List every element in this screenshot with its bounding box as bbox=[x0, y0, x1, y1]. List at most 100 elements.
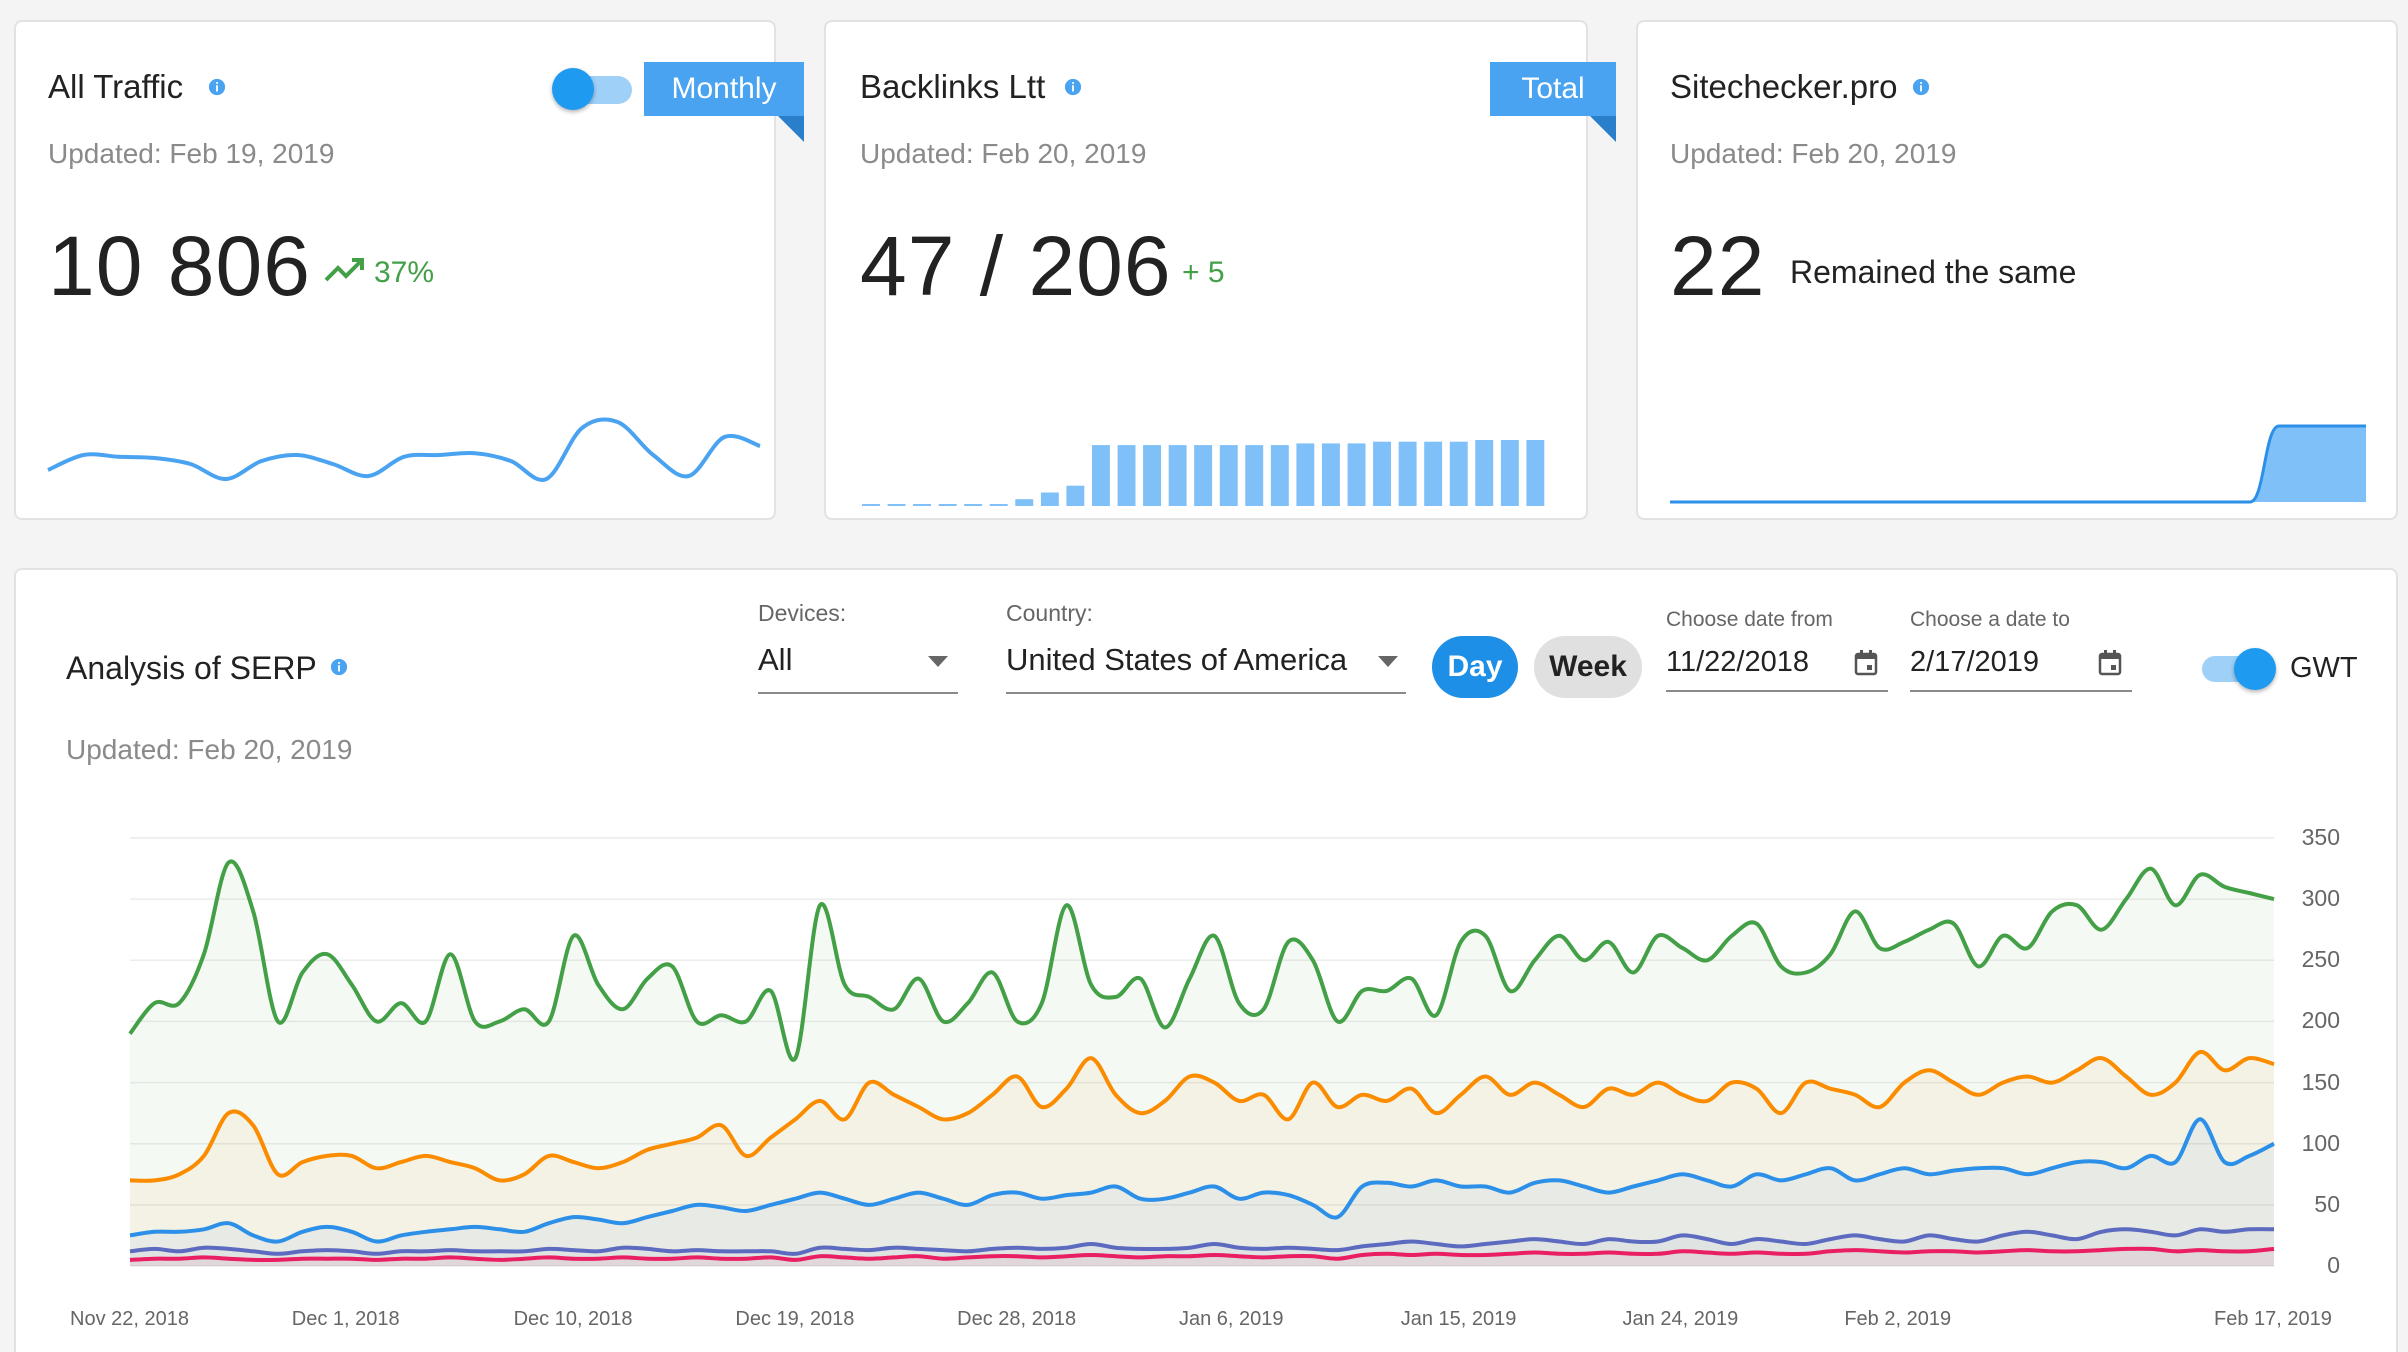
y-tick-label: 350 bbox=[2301, 824, 2340, 850]
backlink-bar bbox=[1194, 445, 1213, 506]
y-tick-label: 100 bbox=[2301, 1129, 2340, 1156]
x-tick-label: Jan 24, 2019 bbox=[1622, 1308, 1739, 1330]
x-tick-label: Dec 10, 2018 bbox=[513, 1308, 633, 1330]
card-title: Backlinks Ltt bbox=[860, 68, 1046, 105]
sitechecker-note: Remained the same bbox=[1790, 254, 2077, 290]
x-tick-label: Feb 17, 2019 bbox=[2214, 1308, 2332, 1330]
serp-panel: Analysis of SERP Updated: Feb 20, 2019 D… bbox=[14, 568, 2398, 1352]
chevron-down-icon[interactable] bbox=[928, 656, 948, 668]
y-tick-label: 300 bbox=[2301, 885, 2340, 912]
traffic-sparkline bbox=[47, 417, 761, 482]
backlink-bar bbox=[1270, 445, 1289, 506]
ribbon-monthly[interactable]: Monthly bbox=[644, 62, 804, 116]
card-title: Sitechecker.pro bbox=[1670, 68, 1898, 105]
area-line bbox=[1670, 424, 2366, 504]
backlink-bar bbox=[862, 504, 880, 506]
sparkline-series bbox=[47, 417, 761, 482]
day-button[interactable]: Day bbox=[1432, 636, 1518, 698]
backlink-bar bbox=[1424, 441, 1443, 506]
sitechecker-card: Sitechecker.pro Updated: Feb 20, 2019 22… bbox=[1636, 20, 2398, 520]
backlink-bar bbox=[1219, 445, 1238, 506]
trending-up-icon bbox=[324, 258, 364, 282]
sitechecker-value: 22 bbox=[1670, 219, 1766, 313]
y-tick-label: 50 bbox=[2314, 1190, 2340, 1217]
serp-line-chart bbox=[128, 837, 2275, 1267]
series-line bbox=[129, 1227, 2275, 1256]
backlink-bar bbox=[1040, 492, 1059, 506]
x-tick-label: Dec 19, 2018 bbox=[735, 1308, 855, 1330]
date-to-label: Choose a date to bbox=[1910, 608, 2070, 631]
ribbon-fold bbox=[778, 116, 804, 142]
x-tick-label: Dec 28, 2018 bbox=[957, 1308, 1077, 1330]
country-underline bbox=[1006, 692, 1406, 694]
backlink-bar bbox=[1475, 440, 1494, 506]
backlink-bar bbox=[938, 504, 957, 506]
backlink-bar bbox=[1526, 440, 1545, 506]
x-tick-label: Feb 2, 2019 bbox=[1844, 1308, 1952, 1330]
week-button[interactable]: Week bbox=[1534, 636, 1642, 698]
serp-title: Analysis of SERP bbox=[66, 650, 317, 686]
date-to-input[interactable]: 2/17/2019 bbox=[1910, 646, 2040, 678]
toggle-knob bbox=[2234, 648, 2276, 690]
backlink-bar bbox=[887, 504, 906, 506]
backlink-bar bbox=[1373, 441, 1391, 506]
info-icon[interactable] bbox=[1912, 78, 1930, 96]
backlink-bar bbox=[1245, 445, 1264, 506]
backlinks-value: 47 / 206 bbox=[860, 219, 1172, 313]
x-tick-label: Jan 6, 2019 bbox=[1178, 1308, 1284, 1330]
info-icon[interactable] bbox=[208, 78, 226, 96]
all-traffic-card: All Traffic Monthly Updated: Feb 19, 201… bbox=[14, 20, 804, 520]
info-icon[interactable] bbox=[330, 658, 348, 676]
updated-date: Updated: Feb 19, 2019 bbox=[48, 138, 335, 169]
updated-date: Updated: Feb 20, 2019 bbox=[1670, 138, 1957, 169]
date-to-underline bbox=[1910, 690, 2132, 692]
devices-select[interactable]: All bbox=[758, 642, 793, 677]
traffic-value: 10 806 bbox=[48, 219, 311, 313]
info-icon[interactable] bbox=[1064, 78, 1082, 96]
country-label: Country: bbox=[1006, 600, 1093, 626]
y-tick-label: 250 bbox=[2301, 946, 2340, 973]
backlink-bar bbox=[1500, 440, 1519, 506]
date-from-underline bbox=[1666, 690, 1888, 692]
x-tick-label: Nov 22, 2018 bbox=[70, 1308, 189, 1330]
y-tick-label: 0 bbox=[2327, 1252, 2340, 1278]
backlink-bar bbox=[1347, 443, 1366, 506]
series-line bbox=[129, 1246, 2275, 1263]
backlink-bar bbox=[1296, 443, 1315, 506]
backlink-bar bbox=[1322, 443, 1340, 506]
backlink-bar bbox=[1449, 441, 1468, 506]
date-from-input[interactable]: 11/22/2018 bbox=[1666, 646, 1809, 678]
toggle-knob bbox=[552, 68, 594, 110]
backlink-bar bbox=[1117, 445, 1136, 506]
date-from-label: Choose date from bbox=[1666, 608, 1833, 631]
ribbon-total[interactable]: Total bbox=[1490, 62, 1616, 116]
series-line bbox=[129, 1117, 2275, 1244]
series-area bbox=[130, 1119, 2274, 1266]
series-line bbox=[128, 859, 2275, 1062]
devices-label: Devices: bbox=[758, 600, 847, 626]
series-area bbox=[130, 861, 2274, 1266]
backlinks-card: Backlinks Ltt Total Updated: Feb 20, 201… bbox=[824, 20, 1616, 520]
card-title: All Traffic bbox=[48, 68, 184, 105]
updated-date: Updated: Feb 20, 2019 bbox=[860, 138, 1147, 169]
x-tick-label: Jan 15, 2019 bbox=[1400, 1308, 1517, 1330]
country-select[interactable]: United States of America bbox=[1006, 642, 1348, 677]
ribbon-fold bbox=[1590, 116, 1616, 142]
series-area bbox=[130, 1229, 2274, 1266]
traffic-delta: 37% bbox=[374, 256, 435, 289]
backlink-bar bbox=[1143, 445, 1161, 506]
backlink-bar bbox=[1398, 441, 1417, 506]
gwt-label: GWT bbox=[2290, 652, 2358, 684]
backlink-bar bbox=[1066, 485, 1085, 506]
devices-underline bbox=[758, 692, 958, 694]
backlink-bar bbox=[1168, 445, 1187, 506]
backlinks-bar-chart bbox=[862, 440, 1545, 506]
backlink-bar bbox=[913, 504, 931, 506]
calendar-icon[interactable] bbox=[1854, 650, 1878, 676]
series-line bbox=[129, 1049, 2275, 1183]
chevron-down-icon[interactable] bbox=[1378, 656, 1398, 668]
backlinks-delta: + 5 bbox=[1182, 256, 1225, 289]
backlink-bar bbox=[1092, 445, 1110, 506]
calendar-icon[interactable] bbox=[2098, 650, 2122, 676]
sitechecker-area-chart bbox=[1670, 424, 2366, 504]
